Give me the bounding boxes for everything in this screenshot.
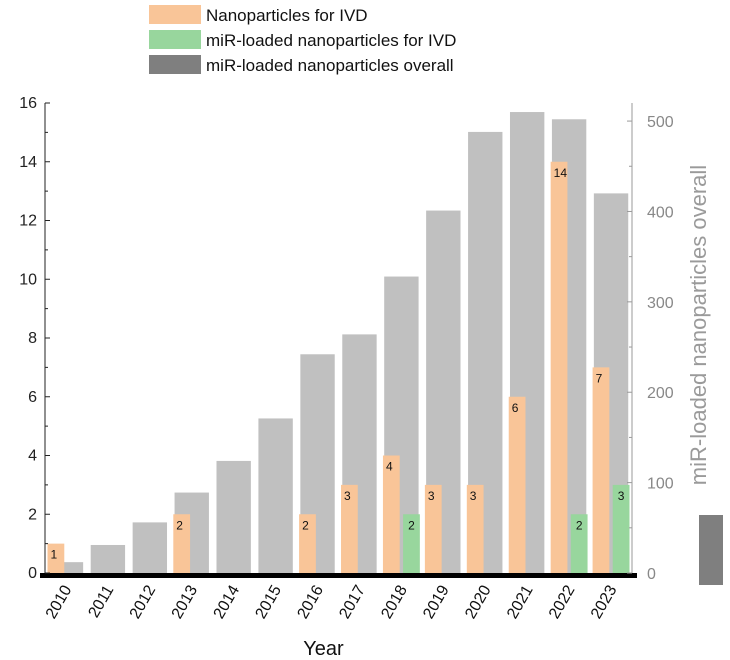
overall-bar: [216, 460, 251, 573]
legend-swatch: [149, 55, 201, 74]
left-tick-label: 6: [28, 389, 37, 406]
ivd-bar-label: 3: [344, 489, 351, 503]
right-tick-label: 300: [647, 295, 674, 312]
x-axis-title: Year: [303, 638, 344, 660]
ivd-bar-label: 3: [470, 489, 477, 503]
left-tick-label: 0: [28, 565, 37, 582]
x-tick-label: 2013: [169, 582, 202, 621]
ivd-bar: [382, 455, 400, 573]
ivd-bar-label: 1: [51, 548, 58, 562]
mir-ivd-bar: [403, 514, 420, 573]
legend-swatch: [149, 5, 201, 24]
x-tick-label: 2010: [43, 582, 76, 621]
right-axis-title: miR-loaded nanoparticles overall: [686, 165, 711, 485]
left-tick-label: 16: [19, 95, 37, 112]
ivd-bar-label: 4: [386, 460, 393, 474]
x-tick-label: 2021: [504, 582, 537, 621]
overall-bar: [90, 544, 126, 573]
left-tick-label: 14: [19, 154, 37, 171]
x-tick-label: 2015: [253, 582, 286, 621]
ivd-bar-label: 7: [596, 371, 603, 385]
ivd-bar-label: 14: [554, 166, 568, 180]
overall-bars: [48, 112, 629, 574]
legend-label: miR-loaded nanoparticles overall: [206, 56, 454, 75]
mir-ivd-bar-label: 2: [408, 518, 415, 532]
x-tick-label: 2012: [127, 582, 160, 621]
x-tick-label: 2016: [294, 582, 327, 621]
mir-ivd-bar-label: 2: [576, 518, 583, 532]
right-tick-label: 0: [647, 566, 656, 583]
ivd-bars: 1 2 2 3 4 2 3 3 6 14 2 7 3: [47, 161, 630, 573]
x-tick-label: 2020: [462, 582, 495, 621]
mir-ivd-bar: [570, 514, 588, 573]
left-tick-label: 8: [28, 330, 37, 347]
right-axis-swatch: [699, 515, 723, 585]
ivd-bar: [173, 514, 191, 573]
legend-label: Nanoparticles for IVD: [206, 6, 368, 25]
left-tick-label: 12: [19, 213, 37, 230]
ivd-bar-label: 3: [428, 489, 435, 503]
x-tick-label: 2023: [588, 582, 621, 621]
ivd-bar: [424, 484, 442, 573]
ivd-bar: [466, 484, 484, 573]
overall-bar: [132, 522, 168, 573]
x-tick-label: 2019: [420, 582, 453, 621]
x-tick-label: 2014: [211, 582, 244, 621]
ivd-bar-label: 6: [512, 401, 519, 415]
mir-ivd-bar: [612, 484, 630, 573]
x-tick-label: 2022: [546, 582, 579, 621]
ivd-bar: [341, 484, 358, 573]
legend-swatch: [149, 30, 201, 49]
right-tick-label: 100: [647, 476, 674, 493]
mir-ivd-bar-label: 3: [618, 489, 625, 503]
left-tick-label: 4: [28, 448, 37, 465]
overall-bar: [48, 562, 84, 573]
right-tick-label: 500: [647, 114, 674, 131]
x-tick-label: 2017: [336, 582, 369, 621]
x-tick-label: 2011: [85, 582, 117, 620]
legend-label: miR-loaded nanoparticles for IVD: [206, 31, 456, 50]
left-tick-label: 2: [28, 506, 37, 523]
ivd-bar-label: 2: [176, 518, 183, 532]
ivd-bar: [47, 543, 65, 573]
right-tick-label: 200: [647, 385, 674, 402]
ivd-bar: [299, 514, 316, 573]
left-tick-label: 10: [19, 271, 37, 288]
ivd-bar: [550, 161, 568, 573]
ivd-bar: [592, 367, 610, 573]
overall-bar: [258, 418, 293, 573]
x-tick-label: 2018: [378, 582, 411, 621]
legend: Nanoparticles for IVD miR-loaded nanopart…: [149, 5, 456, 75]
right-tick-label: 400: [647, 204, 674, 221]
x-axis-line: [40, 573, 637, 578]
ivd-bar-label: 2: [302, 518, 309, 532]
ivd-bar: [508, 396, 526, 573]
